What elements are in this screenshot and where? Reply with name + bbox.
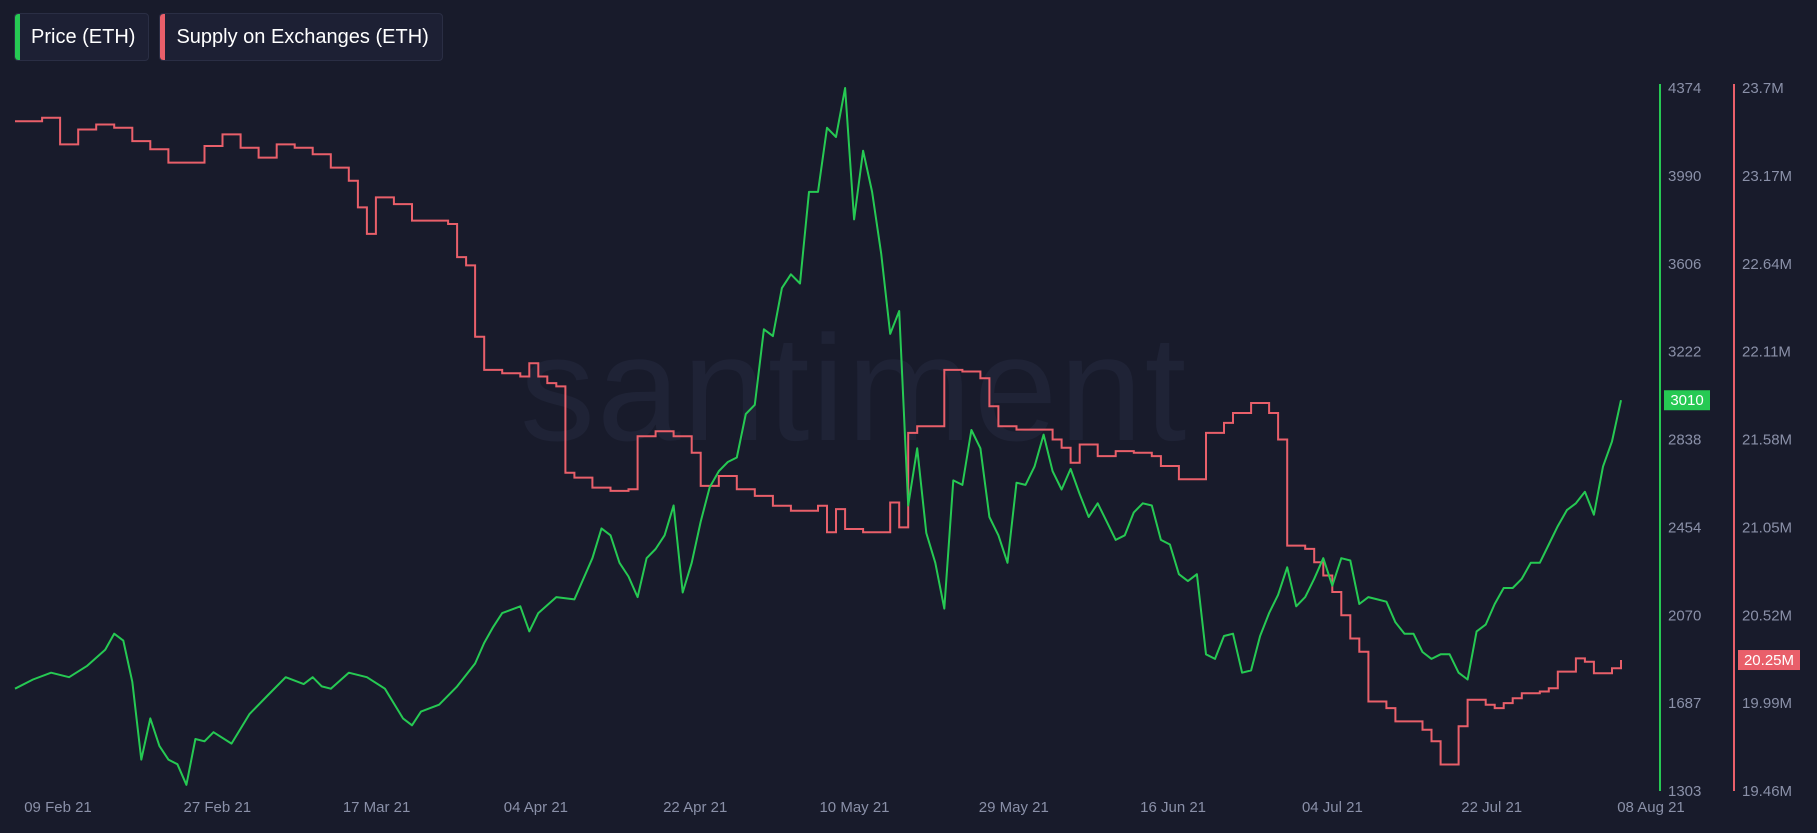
supply-axis-tick-label: 20.52M <box>1742 607 1792 624</box>
price-axis-tick-label: 4374 <box>1668 80 1701 97</box>
x-axis-tick-label: 04 Apr 21 <box>504 799 568 816</box>
supply-axis-tick-label: 21.58M <box>1742 432 1792 449</box>
price-series-line <box>14 87 1622 786</box>
price-current-value: 3010 <box>1670 392 1703 409</box>
supply-series-line <box>15 116 1622 766</box>
supply-current-badge <box>1738 650 1800 671</box>
x-axis-tick-label: 22 Jul 21 <box>1461 799 1522 816</box>
x-axis-tick-label: 22 Apr 21 <box>663 799 727 816</box>
price-axis-tick-label: 1687 <box>1668 695 1701 712</box>
price-axis-tick-label: 2838 <box>1668 432 1701 449</box>
x-axis-tick-label: 17 Mar 21 <box>343 799 411 816</box>
supply-axis-tick-label: 23.17M <box>1742 168 1792 185</box>
x-axis-tick-label: 10 May 21 <box>819 799 889 816</box>
legend-item-supply[interactable]: Supply on Exchanges (ETH) <box>159 13 443 61</box>
legend-item-price[interactable]: Price (ETH) <box>14 13 150 61</box>
x-axis-tick-label: 08 Aug 21 <box>1617 799 1685 816</box>
price-axis-tick-label: 3606 <box>1668 256 1701 273</box>
price-axis-tick-label: 3222 <box>1668 344 1701 361</box>
supply-axis-tick-label: 21.05M <box>1742 519 1792 536</box>
x-axis-tick-label: 27 Feb 21 <box>184 799 252 816</box>
supply-current-value: 20.25M <box>1744 652 1794 669</box>
axis-layer: 4374 3990 3606 3222 2838 2454 2070 1687 1303 23.7… <box>24 80 1800 816</box>
supply-axis-tick-label: 19.99M <box>1742 695 1792 712</box>
legend-label-supply: Supply on Exchanges (ETH) <box>176 26 429 48</box>
supply-axis-tick-label: 19.46M <box>1742 783 1792 800</box>
supply-axis-tick-label: 22.64M <box>1742 256 1792 273</box>
x-axis-tick-label: 09 Feb 21 <box>24 799 92 816</box>
chart-legend: Price (ETH) Supply on Exchanges (ETH) <box>14 13 443 61</box>
series-layer <box>14 87 1622 786</box>
price-axis-tick-label: 2070 <box>1668 607 1701 624</box>
price-color-swatch <box>15 14 20 60</box>
price-axis-tick-label: 2454 <box>1668 519 1701 536</box>
price-axis-tick-label: 1303 <box>1668 783 1701 800</box>
x-axis-tick-label: 29 May 21 <box>979 799 1049 816</box>
legend-label-price: Price (ETH) <box>31 26 136 48</box>
price-current-badge <box>1664 390 1710 411</box>
supply-axis-tick-label: 23.7M <box>1742 80 1784 97</box>
price-axis-tick-label: 3990 <box>1668 168 1701 185</box>
x-axis-tick-label: 04 Jul 21 <box>1302 799 1363 816</box>
santiment-watermark: santiment <box>520 304 1188 472</box>
supply-color-swatch <box>160 14 166 60</box>
x-axis-tick-label: 16 Jun 21 <box>1140 799 1206 816</box>
supply-axis-tick-label: 22.11M <box>1742 344 1791 361</box>
